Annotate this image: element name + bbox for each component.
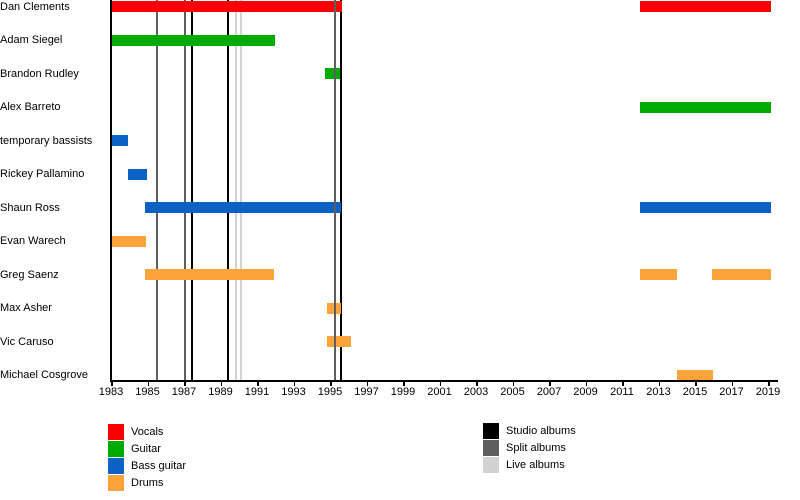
legend-swatch-vocals <box>108 424 124 440</box>
x-axis-tick <box>622 381 624 386</box>
x-axis-year-label: 2007 <box>536 386 562 398</box>
x-axis-tick <box>439 381 441 386</box>
x-axis-year-label: 1995 <box>317 386 343 398</box>
x-axis-year-label: 1999 <box>390 386 416 398</box>
x-axis-year-label: 1997 <box>354 386 379 398</box>
x-axis-tick <box>184 381 186 386</box>
member-tenure-bar <box>144 269 275 280</box>
member-tenure-bar <box>144 202 341 213</box>
split-album-line <box>155 0 158 380</box>
x-axis-tick <box>293 381 295 386</box>
x-axis-tick <box>512 381 514 386</box>
member-tenure-bar <box>640 101 771 113</box>
member-tenure-bar <box>640 269 677 280</box>
member-tenure-bar <box>327 336 351 347</box>
x-axis-year-label: 1989 <box>208 386 233 398</box>
member-tenure-bar <box>111 135 129 146</box>
x-axis-tick <box>330 381 332 386</box>
x-axis-year-label: 2003 <box>463 386 489 398</box>
studio-album-line <box>227 0 230 380</box>
x-axis-tick <box>658 381 660 386</box>
member-tenure-bar <box>111 34 276 46</box>
x-axis-line <box>110 380 778 382</box>
split-album-line <box>333 0 336 380</box>
legend-swatch-studio <box>483 423 499 439</box>
x-axis-tick <box>257 381 259 386</box>
member-tenure-bar <box>640 202 771 213</box>
member-tenure-bar <box>640 1 771 12</box>
x-axis-tick <box>731 381 733 386</box>
member-tenure-bar <box>712 269 771 280</box>
studio-album-line <box>339 0 342 380</box>
legend-swatch-live <box>483 457 499 473</box>
x-axis-tick <box>147 381 149 386</box>
x-axis-tick <box>220 381 222 386</box>
x-axis-year-label: 2019 <box>755 386 781 398</box>
x-axis-year-label: 2005 <box>500 386 525 398</box>
x-axis-year-label: 2015 <box>682 386 708 398</box>
legend-label-studio: Studio albums <box>506 425 576 437</box>
x-axis-tick <box>366 381 368 386</box>
legend-swatch-split <box>483 440 499 456</box>
legend-label-guitar: Guitar <box>131 443 161 455</box>
x-axis-tick <box>585 381 587 386</box>
x-axis-year-label: 1991 <box>244 386 270 398</box>
member-tenure-bar <box>111 1 342 12</box>
x-axis-tick <box>768 381 770 386</box>
x-axis-year-label: 2009 <box>573 386 598 398</box>
legend-swatch-guitar <box>108 441 124 457</box>
x-axis-tick <box>549 381 551 386</box>
split-album-line <box>183 0 186 380</box>
legend-label-live: Live albums <box>506 459 565 471</box>
legend-label-drums: Drums <box>131 477 164 489</box>
x-axis-tick <box>403 381 405 386</box>
legend-label-vocals: Vocals <box>131 426 164 438</box>
legend-swatch-drums <box>108 475 124 491</box>
x-axis-tick <box>476 381 478 386</box>
y-axis-line <box>110 0 112 381</box>
studio-album-line <box>190 0 193 380</box>
member-tenure-bar <box>676 369 714 381</box>
member-tenure-bar <box>111 235 146 247</box>
legend-label-bass: Bass guitar <box>131 460 187 472</box>
live-album-line <box>235 0 237 380</box>
x-axis-year-label: 2001 <box>427 386 452 398</box>
x-axis-year-label: 1983 <box>98 386 124 398</box>
member-tenure-bar <box>128 168 147 180</box>
legend-label-split: Split albums <box>506 442 566 454</box>
x-axis-year-label: 2011 <box>610 386 634 398</box>
member-tenure-bar <box>324 68 341 79</box>
x-axis-year-label: 1993 <box>281 386 306 398</box>
legend-swatch-bass <box>108 458 124 474</box>
x-axis-year-label: 1985 <box>135 386 160 398</box>
x-axis-year-label: 2013 <box>646 386 671 398</box>
x-axis-year-label: 1987 <box>171 386 197 398</box>
x-axis-tick <box>695 381 697 386</box>
live-album-line <box>239 0 242 380</box>
x-axis-tick <box>111 381 113 386</box>
x-axis-year-label: 2017 <box>719 386 744 398</box>
